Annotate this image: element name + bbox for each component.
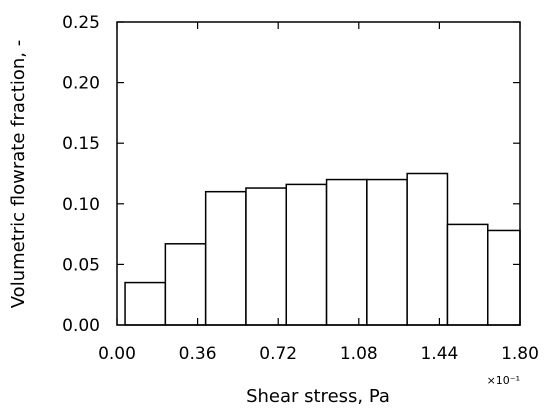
x-axis-multiplier: ×10⁻¹ [487,374,520,387]
y-tick-label: 0.15 [62,134,100,154]
histogram-bar [325,178,368,326]
histogram-bar [164,243,207,326]
x-tick-label: 0.72 [259,344,297,364]
y-tick-label: 0.05 [62,255,100,275]
histogram-bar [285,183,328,326]
bars-group [124,172,521,326]
plot-frame [116,21,521,326]
x-tick-label: 1.08 [340,344,378,364]
y-tick-label: 0.10 [62,195,100,215]
x-axis-ticks: 0.00 0.36 0.72 1.08 1.44 1.80 [98,22,539,364]
x-tick-label: 0.00 [98,344,136,364]
y-axis-ticks: 0.00 0.05 0.10 0.15 0.20 0.25 [62,13,520,336]
y-tick-label: 0.20 [62,74,100,94]
histogram-bar [366,178,408,326]
histogram-bar [124,281,167,326]
histogram-bar [487,229,521,326]
x-tick-label: 1.80 [501,344,539,364]
histogram-bar [245,187,288,326]
y-tick-label: 0.00 [62,316,100,336]
x-tick-label: 1.44 [420,344,458,364]
y-tick-label: 0.25 [62,13,100,33]
x-tick-label: 0.36 [179,344,217,364]
x-axis-title: Shear stress, Pa [246,386,390,407]
histogram-bar [406,172,449,326]
y-axis-title: Volumetric flowrate fraction, - [8,40,29,308]
histogram-bar [204,190,247,326]
histogram-bar [446,223,489,326]
